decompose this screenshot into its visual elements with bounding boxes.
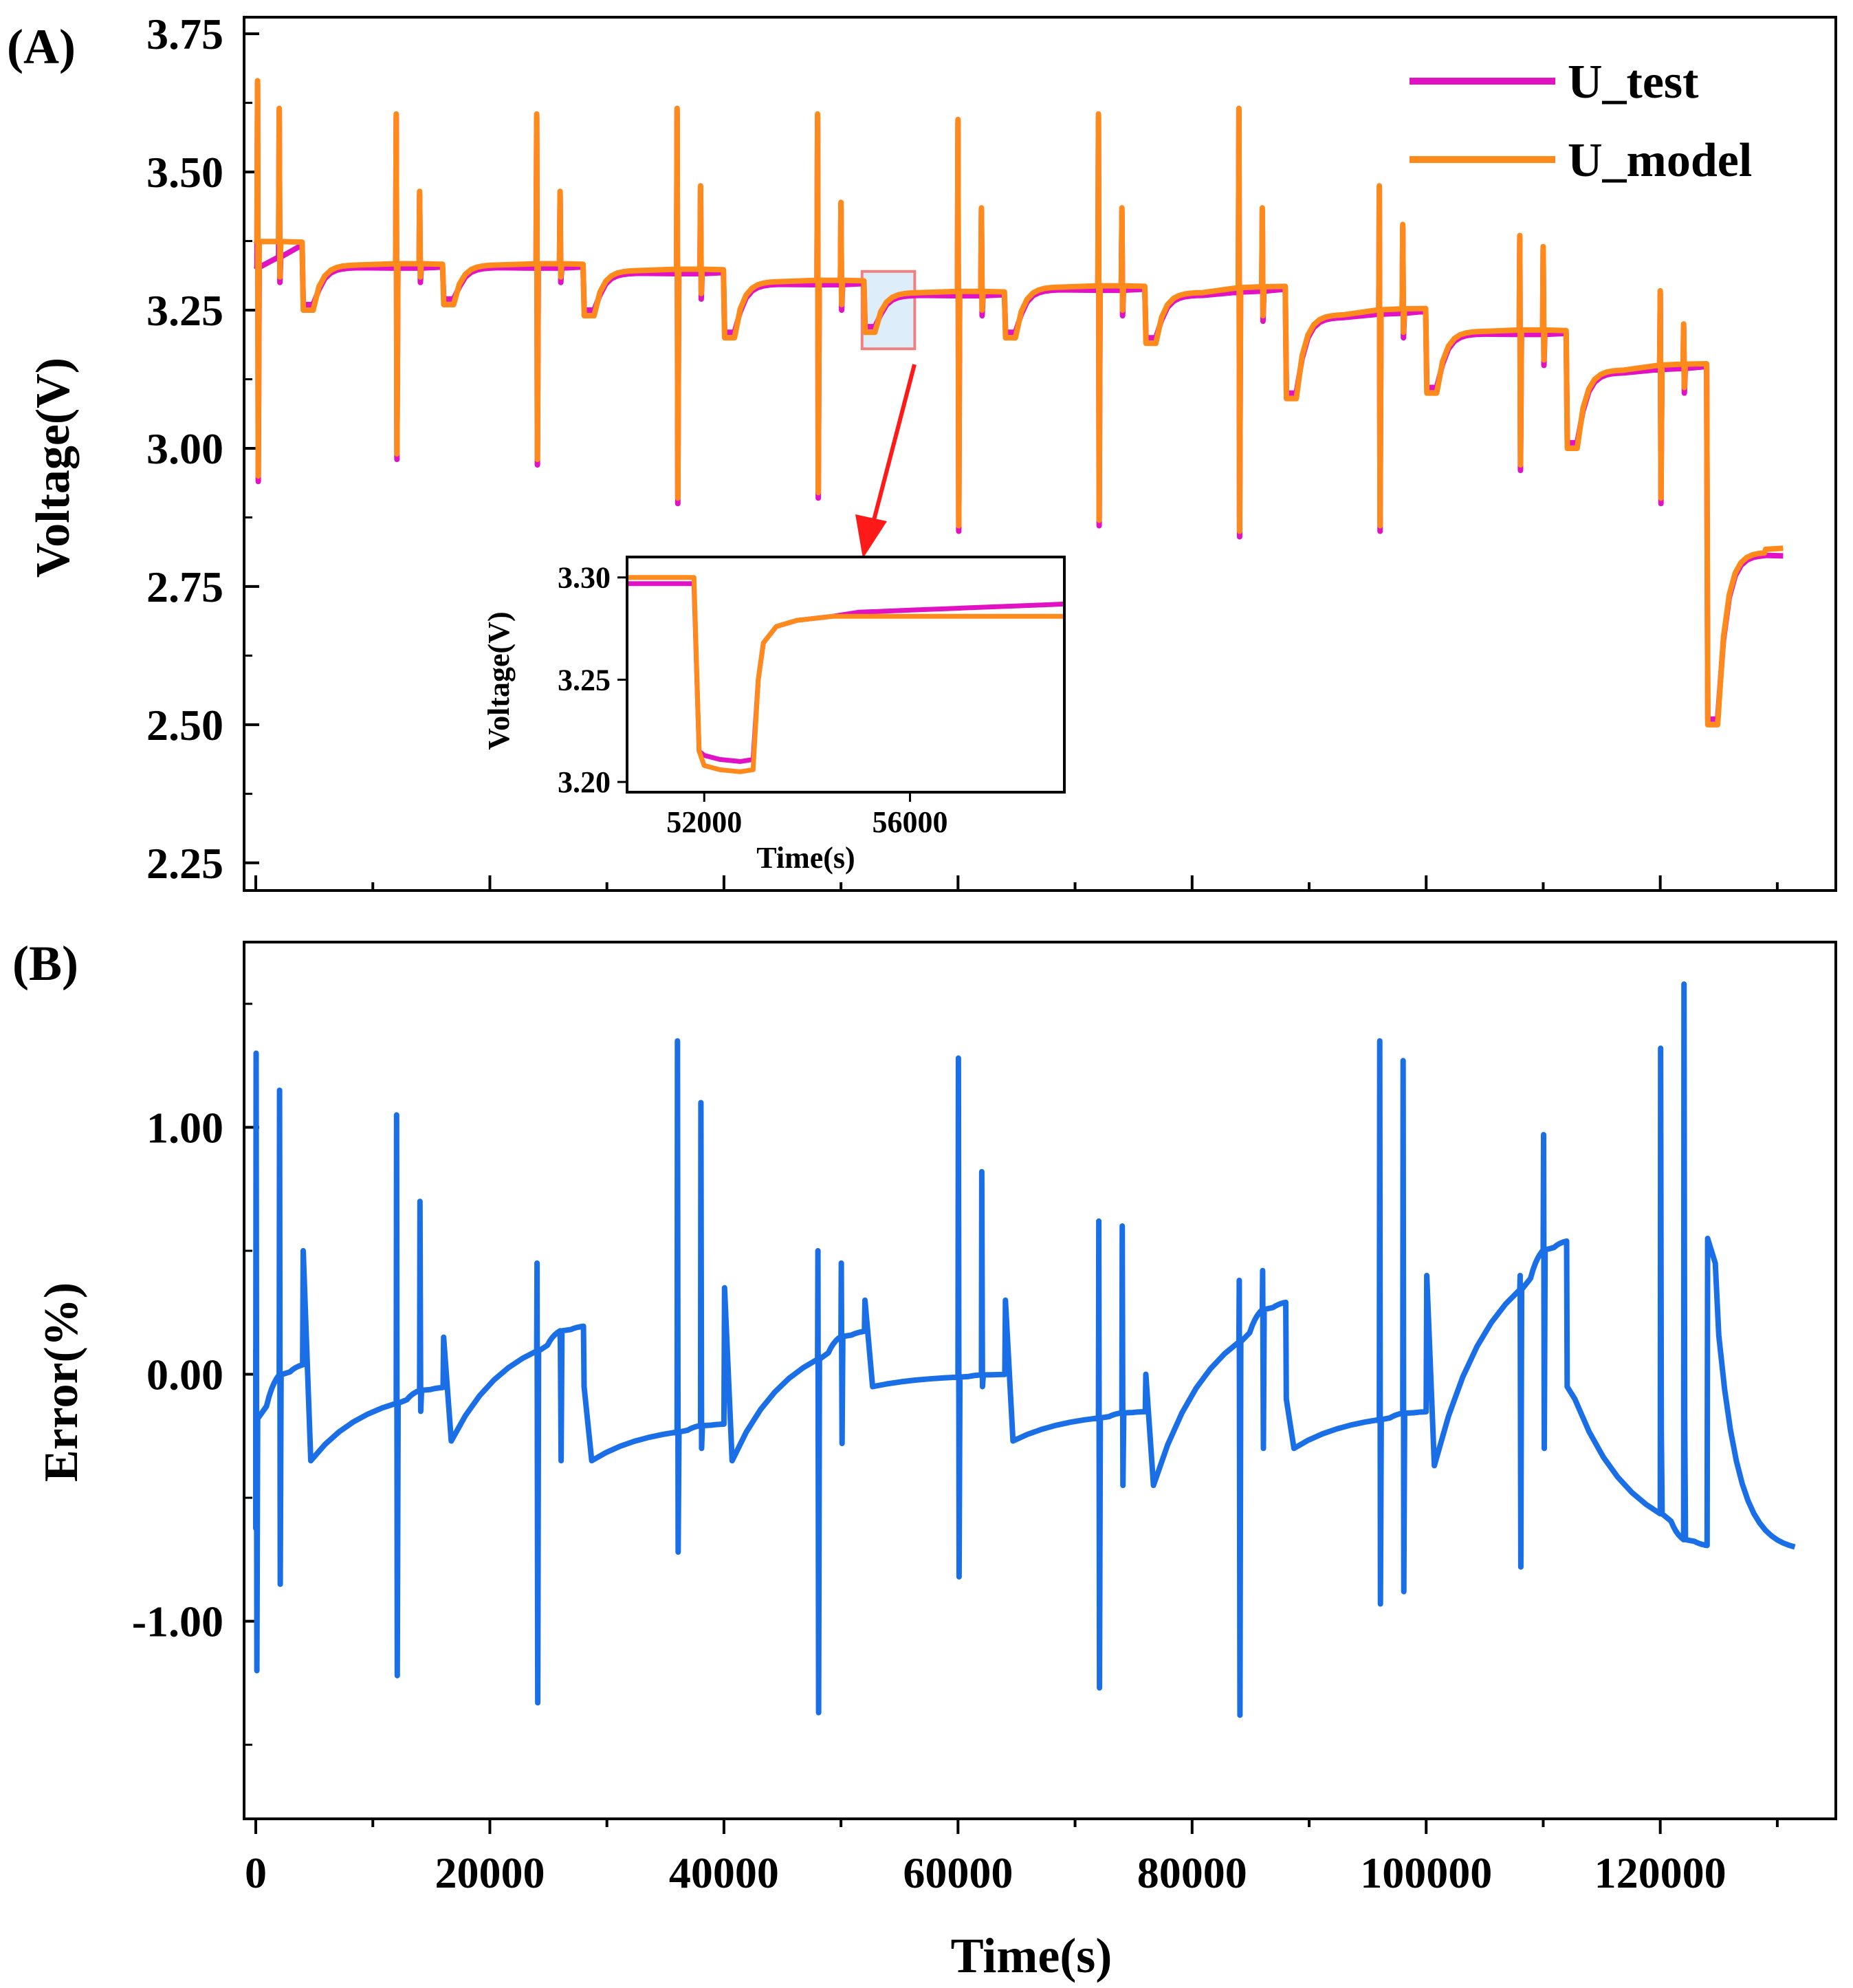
inset-y-axis-label: Voltage(V) (482, 611, 516, 750)
y-tick-label: -1.00 (132, 1597, 223, 1646)
x-tick-label: 60000 (903, 1848, 1013, 1897)
series-line-error (253, 981, 1796, 1718)
panel-label-a: (A) (7, 19, 76, 74)
zoom-arrow-line (871, 364, 917, 523)
inset-x-tick-label: 56000 (873, 805, 948, 839)
voltage-series (253, 78, 1784, 728)
y-tick-label: 3.00 (146, 424, 223, 473)
y-tick-label: 2.75 (146, 562, 223, 611)
x-axis-ticks-voltage (254, 875, 1779, 891)
y-tick-label: 3.25 (146, 286, 223, 335)
y-tick-label: 2.50 (146, 701, 223, 750)
inset-zoom-chart: 3.20 3.25 3.30 52000 56000 Time(s) Voltage(V… (482, 556, 1066, 875)
y-axis-ticks-voltage: 2.25 2.50 2.75 3.00 3.25 3.50 3.75 (146, 10, 259, 888)
y-axis-label-error: Error(%) (35, 1282, 88, 1482)
legend-label-u-test: U_test (1568, 56, 1698, 109)
y-tick-label: 3.75 (146, 10, 223, 58)
x-tick-label: 80000 (1137, 1848, 1247, 1897)
x-tick-label: 100000 (1360, 1848, 1492, 1897)
y-tick-label: 1.00 (146, 1103, 223, 1152)
y-axis-label-voltage: Voltage(V) (27, 358, 80, 578)
zoom-highlight-box (860, 270, 917, 351)
voltage-panel: (A) Voltage(V) 2.25 2.50 2.75 3.00 3.25 3.50 3… (7, 10, 1837, 892)
plot-frame-voltage (243, 16, 1837, 892)
inset-frame (626, 556, 1066, 794)
x-tick-label: 120000 (1594, 1848, 1726, 1897)
inset-axis-ticks: 3.20 3.25 3.30 52000 56000 (558, 561, 948, 839)
plot-frame-error (243, 941, 1837, 1820)
error-panel: (B) Error(%) -1.00 0.00 1.00 0 20000 40000 60… (12, 936, 1837, 1983)
zoom-arrow-head (855, 514, 887, 558)
panel-label-b: (B) (12, 936, 78, 991)
x-axis-ticks-error: 0 20000 40000 60000 80000 100000 120000 (245, 1819, 1779, 1897)
x-tick-label: 40000 (669, 1848, 779, 1897)
zoom-arrow (855, 364, 917, 558)
y-axis-ticks-error: -1.00 0.00 1.00 (132, 1003, 259, 1746)
x-axis-label-time: Time(s) (951, 1928, 1112, 1983)
inset-y-tick-label: 3.20 (558, 765, 611, 799)
legend: U_test U_model (1410, 56, 1752, 187)
inset-series-line-u-model (627, 575, 1064, 774)
inset-x-tick-label: 52000 (666, 805, 742, 839)
y-tick-label: 3.50 (146, 148, 223, 197)
x-tick-label: 0 (245, 1848, 267, 1897)
inset-y-tick-label: 3.25 (558, 663, 611, 697)
legend-label-u-model: U_model (1568, 134, 1752, 187)
y-tick-label: 0.00 (146, 1351, 223, 1399)
x-tick-label: 20000 (435, 1848, 545, 1897)
y-tick-label: 2.25 (146, 839, 223, 888)
series-line-u-model (253, 78, 1784, 728)
inset-x-axis-label: Time(s) (756, 841, 855, 875)
inset-y-tick-label: 3.30 (558, 561, 611, 595)
